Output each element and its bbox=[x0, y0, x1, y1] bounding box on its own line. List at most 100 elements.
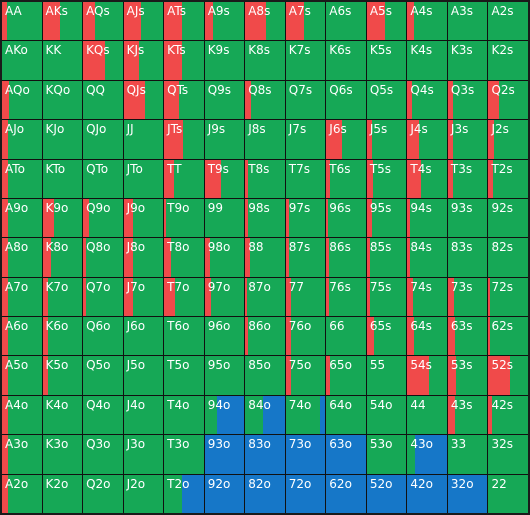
hand-cell-84s[interactable]: 84s bbox=[407, 238, 447, 277]
hand-cell-J8s[interactable]: J8s bbox=[245, 120, 285, 159]
hand-cell-62o[interactable]: 62o bbox=[326, 474, 366, 513]
hand-cell-T3s[interactable]: T3s bbox=[447, 159, 488, 198]
hand-cell-KQo[interactable]: KQo bbox=[42, 80, 83, 120]
hand-cell-Q5s[interactable]: Q5s bbox=[366, 80, 407, 120]
hand-cell-T2o[interactable]: T2o bbox=[164, 474, 204, 513]
hand-cell-K8s[interactable]: K8s bbox=[245, 41, 285, 80]
hand-cell-43o[interactable]: 43o bbox=[407, 435, 447, 474]
hand-cell-A7s[interactable]: A7s bbox=[285, 2, 326, 41]
hand-cell-Q9o[interactable]: Q9o bbox=[83, 198, 123, 238]
hand-cell-62s[interactable]: 62s bbox=[488, 317, 528, 356]
hand-cell-J8o[interactable]: J8o bbox=[123, 238, 164, 277]
hand-cell-87s[interactable]: 87s bbox=[285, 238, 326, 277]
hand-cell-88[interactable]: 88 bbox=[245, 238, 285, 277]
hand-cell-A8o[interactable]: A8o bbox=[2, 238, 42, 277]
hand-cell-64s[interactable]: 64s bbox=[407, 317, 447, 356]
hand-cell-85o[interactable]: 85o bbox=[245, 356, 285, 395]
hand-cell-72o[interactable]: 72o bbox=[285, 474, 326, 513]
hand-cell-54o[interactable]: 54o bbox=[366, 395, 407, 435]
hand-cell-93o[interactable]: 93o bbox=[204, 435, 245, 474]
hand-cell-K6s[interactable]: K6s bbox=[326, 41, 366, 80]
hand-cell-Q2o[interactable]: Q2o bbox=[83, 474, 123, 513]
hand-cell-K2o[interactable]: K2o bbox=[42, 474, 83, 513]
hand-cell-Q6o[interactable]: Q6o bbox=[83, 317, 123, 356]
hand-cell-T2s[interactable]: T2s bbox=[488, 159, 528, 198]
hand-cell-65o[interactable]: 65o bbox=[326, 356, 366, 395]
hand-cell-KK[interactable]: KK bbox=[42, 41, 83, 80]
hand-cell-Q5o[interactable]: Q5o bbox=[83, 356, 123, 395]
hand-cell-AKo[interactable]: AKo bbox=[2, 41, 42, 80]
hand-cell-QJo[interactable]: QJo bbox=[83, 120, 123, 159]
hand-cell-A6s[interactable]: A6s bbox=[326, 2, 366, 41]
hand-cell-86s[interactable]: 86s bbox=[326, 238, 366, 277]
hand-cell-73s[interactable]: 73s bbox=[447, 277, 488, 317]
hand-cell-32o[interactable]: 32o bbox=[447, 474, 488, 513]
hand-cell-A8s[interactable]: A8s bbox=[245, 2, 285, 41]
hand-cell-33[interactable]: 33 bbox=[447, 435, 488, 474]
hand-cell-A7o[interactable]: A7o bbox=[2, 277, 42, 317]
hand-cell-K7o[interactable]: K7o bbox=[42, 277, 83, 317]
hand-cell-54s[interactable]: 54s bbox=[407, 356, 447, 395]
hand-cell-98o[interactable]: 98o bbox=[204, 238, 245, 277]
hand-cell-ATo[interactable]: ATo bbox=[2, 159, 42, 198]
hand-cell-J7s[interactable]: J7s bbox=[285, 120, 326, 159]
hand-cell-43s[interactable]: 43s bbox=[447, 395, 488, 435]
hand-cell-K6o[interactable]: K6o bbox=[42, 317, 83, 356]
hand-cell-83o[interactable]: 83o bbox=[245, 435, 285, 474]
hand-cell-87o[interactable]: 87o bbox=[245, 277, 285, 317]
hand-cell-AA[interactable]: AA bbox=[2, 2, 42, 41]
hand-cell-42o[interactable]: 42o bbox=[407, 474, 447, 513]
hand-cell-76o[interactable]: 76o bbox=[285, 317, 326, 356]
hand-cell-A5s[interactable]: A5s bbox=[366, 2, 407, 41]
hand-cell-55[interactable]: 55 bbox=[366, 356, 407, 395]
hand-cell-82o[interactable]: 82o bbox=[245, 474, 285, 513]
hand-cell-J9o[interactable]: J9o bbox=[123, 198, 164, 238]
hand-cell-96o[interactable]: 96o bbox=[204, 317, 245, 356]
hand-cell-K4o[interactable]: K4o bbox=[42, 395, 83, 435]
hand-cell-K3o[interactable]: K3o bbox=[42, 435, 83, 474]
hand-cell-KTs[interactable]: KTs bbox=[164, 41, 204, 80]
hand-cell-KTo[interactable]: KTo bbox=[42, 159, 83, 198]
hand-cell-A4s[interactable]: A4s bbox=[407, 2, 447, 41]
hand-cell-82s[interactable]: 82s bbox=[488, 238, 528, 277]
hand-cell-J9s[interactable]: J9s bbox=[204, 120, 245, 159]
hand-cell-98s[interactable]: 98s bbox=[245, 198, 285, 238]
hand-cell-J5s[interactable]: J5s bbox=[366, 120, 407, 159]
hand-cell-AQs[interactable]: AQs bbox=[83, 2, 123, 41]
hand-cell-95o[interactable]: 95o bbox=[204, 356, 245, 395]
hand-cell-KJo[interactable]: KJo bbox=[42, 120, 83, 159]
hand-cell-T8o[interactable]: T8o bbox=[164, 238, 204, 277]
hand-cell-A3s[interactable]: A3s bbox=[447, 2, 488, 41]
hand-cell-52s[interactable]: 52s bbox=[488, 356, 528, 395]
hand-cell-JTo[interactable]: JTo bbox=[123, 159, 164, 198]
hand-cell-J4s[interactable]: J4s bbox=[407, 120, 447, 159]
hand-cell-K5o[interactable]: K5o bbox=[42, 356, 83, 395]
hand-cell-QQ[interactable]: QQ bbox=[83, 80, 123, 120]
hand-cell-97s[interactable]: 97s bbox=[285, 198, 326, 238]
hand-cell-72s[interactable]: 72s bbox=[488, 277, 528, 317]
hand-cell-64o[interactable]: 64o bbox=[326, 395, 366, 435]
hand-cell-TT[interactable]: TT bbox=[164, 159, 204, 198]
hand-cell-Q3s[interactable]: Q3s bbox=[447, 80, 488, 120]
hand-cell-QTo[interactable]: QTo bbox=[83, 159, 123, 198]
hand-cell-K2s[interactable]: K2s bbox=[488, 41, 528, 80]
hand-cell-Q6s[interactable]: Q6s bbox=[326, 80, 366, 120]
hand-cell-A3o[interactable]: A3o bbox=[2, 435, 42, 474]
hand-cell-99[interactable]: 99 bbox=[204, 198, 245, 238]
hand-cell-86o[interactable]: 86o bbox=[245, 317, 285, 356]
hand-cell-ATs[interactable]: ATs bbox=[164, 2, 204, 41]
hand-cell-85s[interactable]: 85s bbox=[366, 238, 407, 277]
hand-cell-Q8s[interactable]: Q8s bbox=[245, 80, 285, 120]
hand-cell-K8o[interactable]: K8o bbox=[42, 238, 83, 277]
hand-cell-T7o[interactable]: T7o bbox=[164, 277, 204, 317]
hand-cell-Q4s[interactable]: Q4s bbox=[407, 80, 447, 120]
hand-cell-A9s[interactable]: A9s bbox=[204, 2, 245, 41]
hand-cell-T3o[interactable]: T3o bbox=[164, 435, 204, 474]
hand-cell-T9o[interactable]: T9o bbox=[164, 198, 204, 238]
hand-cell-96s[interactable]: 96s bbox=[326, 198, 366, 238]
hand-cell-K3s[interactable]: K3s bbox=[447, 41, 488, 80]
hand-cell-Q4o[interactable]: Q4o bbox=[83, 395, 123, 435]
hand-cell-K9s[interactable]: K9s bbox=[204, 41, 245, 80]
hand-cell-53s[interactable]: 53s bbox=[447, 356, 488, 395]
hand-cell-K4s[interactable]: K4s bbox=[407, 41, 447, 80]
